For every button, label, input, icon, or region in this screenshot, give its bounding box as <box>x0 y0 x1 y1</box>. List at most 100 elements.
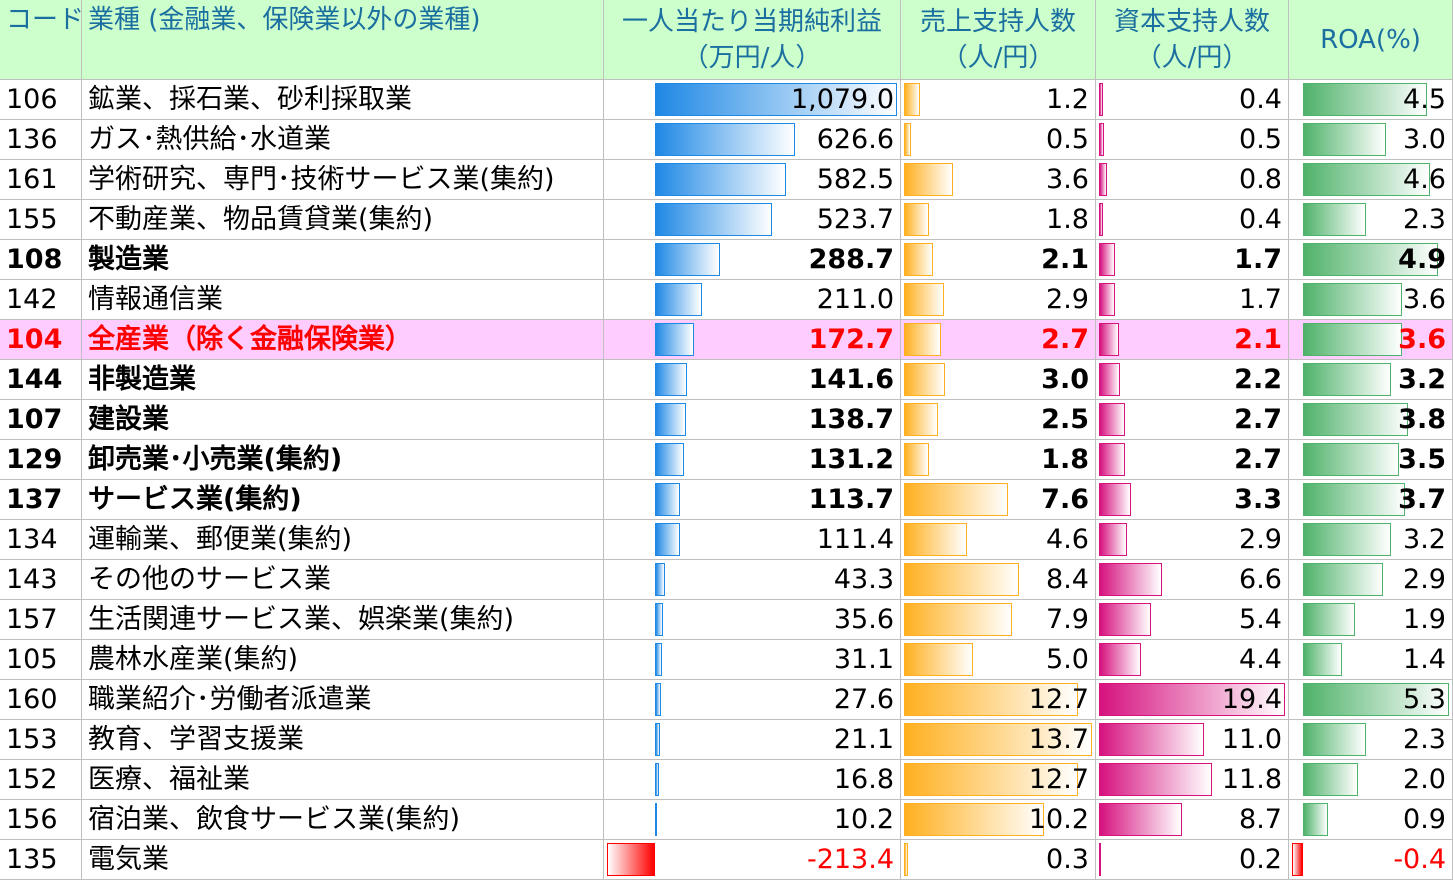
name-cell: その他のサービス業 <box>82 560 604 600</box>
data-bar <box>904 763 1079 796</box>
name-cell: 学術研究、専門･技術サービス業(集約) <box>82 160 604 200</box>
code-cell: 142 <box>0 280 82 320</box>
value-cell: 3.2 <box>1289 520 1453 560</box>
data-bar <box>904 603 1013 636</box>
code-cell: 135 <box>0 840 82 880</box>
code-cell: 155 <box>0 200 82 240</box>
value-cell: 3.0 <box>901 360 1096 400</box>
data-bar <box>904 443 929 476</box>
value-cell: 8.7 <box>1096 800 1289 840</box>
name-cell: 教育、学習支援業 <box>82 720 604 760</box>
value-cell: 2.3 <box>1289 720 1453 760</box>
name-cell: サービス業(集約) <box>82 480 604 520</box>
code-cell: 153 <box>0 720 82 760</box>
data-bar <box>607 843 655 876</box>
data-bar <box>654 123 796 156</box>
data-bar <box>904 843 909 876</box>
data-bar <box>1099 643 1142 676</box>
value-cell: 35.6 <box>604 600 901 640</box>
data-bar <box>654 443 685 476</box>
data-bar <box>654 803 658 836</box>
data-bar <box>654 83 897 116</box>
code-cell: 152 <box>0 760 82 800</box>
value-cell: 288.7 <box>604 240 901 280</box>
value-cell: 1.9 <box>1289 600 1453 640</box>
value-cell: 0.4 <box>1096 80 1289 120</box>
value-cell: 1.8 <box>901 200 1096 240</box>
value-cell: 11.8 <box>1096 760 1289 800</box>
value-cell: 21.1 <box>604 720 901 760</box>
header-text: ROA(%) <box>1320 24 1421 55</box>
value-cell: 8.4 <box>901 560 1096 600</box>
header-text: 一人当たり当期純利益 <box>621 6 882 37</box>
value-cell: 2.1 <box>1096 320 1289 360</box>
data-bar <box>1303 723 1367 756</box>
header-text: 売上支持人数 <box>919 6 1076 37</box>
code-cell: 134 <box>0 520 82 560</box>
data-bar <box>1303 803 1328 836</box>
name-cell: ガス･熱供給･水道業 <box>82 120 604 160</box>
header-text: （人/円） <box>941 42 1055 73</box>
value-cell: 2.9 <box>1289 560 1453 600</box>
value-cell: 2.0 <box>1289 760 1453 800</box>
data-bar <box>654 243 720 276</box>
value-cell: 31.1 <box>604 640 901 680</box>
value-cell: 3.5 <box>1289 440 1453 480</box>
data-bar <box>1099 123 1104 156</box>
data-bar <box>904 83 921 116</box>
code-cell: 104 <box>0 320 82 360</box>
data-bar <box>1099 803 1183 836</box>
value-cell: 1.4 <box>1289 640 1453 680</box>
value-cell: 5.0 <box>901 640 1096 680</box>
value-cell: 172.7 <box>604 320 901 360</box>
value-cell: 27.6 <box>604 680 901 720</box>
value-cell: 4.6 <box>1289 160 1453 200</box>
data-bar <box>1099 243 1116 276</box>
data-bar <box>1303 523 1392 556</box>
value-cell: 19.4 <box>1096 680 1289 720</box>
name-cell: 鉱業、採石業、砂利採取業 <box>82 80 604 120</box>
data-bar <box>904 323 942 356</box>
data-bar <box>904 123 911 156</box>
value-cell: 0.8 <box>1096 160 1289 200</box>
data-bar <box>1099 403 1125 436</box>
value-cell: 3.6 <box>1289 320 1453 360</box>
data-bar <box>1303 683 1449 716</box>
data-bar <box>1099 323 1120 356</box>
value-cell: 6.6 <box>1096 560 1289 600</box>
data-bar <box>1303 123 1386 156</box>
value-cell: 2.9 <box>1096 520 1289 560</box>
value-cell: 1.2 <box>901 80 1096 120</box>
value-cell: 5.3 <box>1289 680 1453 720</box>
data-bar <box>1099 603 1151 636</box>
code-cell: 136 <box>0 120 82 160</box>
value-cell: 0.3 <box>901 840 1096 880</box>
data-bar <box>904 683 1079 716</box>
name-cell: 情報通信業 <box>82 280 604 320</box>
data-bar <box>904 483 1009 516</box>
data-bar <box>1099 483 1131 516</box>
value-cell: 1.7 <box>1096 280 1289 320</box>
data-bar <box>654 283 703 316</box>
data-bar <box>904 283 944 316</box>
value-cell: 111.4 <box>604 520 901 560</box>
name-cell: 卸売業･小売業(集約) <box>82 440 604 480</box>
name-cell: 非製造業 <box>82 360 604 400</box>
data-bar <box>654 643 662 676</box>
code-cell: 160 <box>0 680 82 720</box>
data-bar <box>1099 523 1127 556</box>
value-cell: 0.9 <box>1289 800 1453 840</box>
data-bar <box>1099 563 1163 596</box>
value-cell: 16.8 <box>604 760 901 800</box>
value-cell: 141.6 <box>604 360 901 400</box>
value-cell: 2.3 <box>1289 200 1453 240</box>
data-bar <box>654 323 694 356</box>
value-cell: 138.7 <box>604 400 901 440</box>
data-bar <box>904 363 946 396</box>
value-cell: 4.9 <box>1289 240 1453 280</box>
data-bar <box>1099 83 1103 116</box>
data-bar <box>1303 323 1403 356</box>
value-cell: 0.5 <box>901 120 1096 160</box>
value-cell: 626.6 <box>604 120 901 160</box>
